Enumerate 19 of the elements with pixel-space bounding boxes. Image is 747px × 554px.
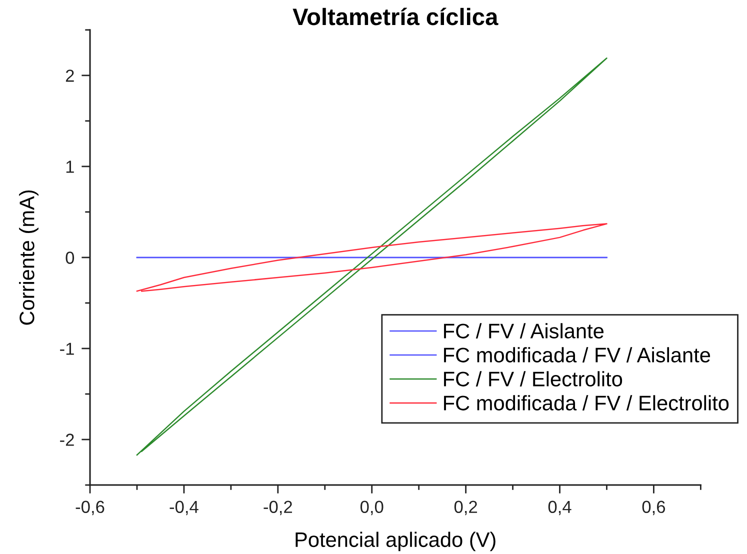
y-tick-label: 2 bbox=[66, 70, 74, 82]
chart-title: Voltametría cíclica bbox=[292, 8, 498, 26]
x-tick-label: 0,0 bbox=[360, 500, 384, 516]
y-tick-label: -2 bbox=[60, 434, 74, 446]
x-tick-label: 0,6 bbox=[642, 500, 666, 516]
legend-label: FC / FV / Aislante bbox=[444, 323, 604, 338]
y-tick-label: 0 bbox=[66, 252, 74, 264]
legend-label: FC modificada / FV / Electrolito bbox=[444, 395, 729, 410]
x-tick-label: -0,4 bbox=[170, 500, 198, 516]
y-tick-label: 1 bbox=[66, 160, 74, 173]
legend-label: FC / FV / Electrolito bbox=[444, 371, 622, 386]
x-tick-label: -0,6 bbox=[76, 500, 104, 516]
x-tick-label: -0,2 bbox=[264, 500, 292, 516]
y-tick-label: -1 bbox=[60, 342, 74, 355]
x-tick-label: 0,4 bbox=[548, 500, 572, 516]
legend-label: FC modificada / FV / Aislante bbox=[444, 347, 710, 362]
x-tick-label: 0,2 bbox=[454, 500, 478, 516]
x-axis-title: Potencial aplicado (V) bbox=[296, 532, 496, 552]
y-axis-title: Corriente (mA) bbox=[19, 190, 38, 325]
